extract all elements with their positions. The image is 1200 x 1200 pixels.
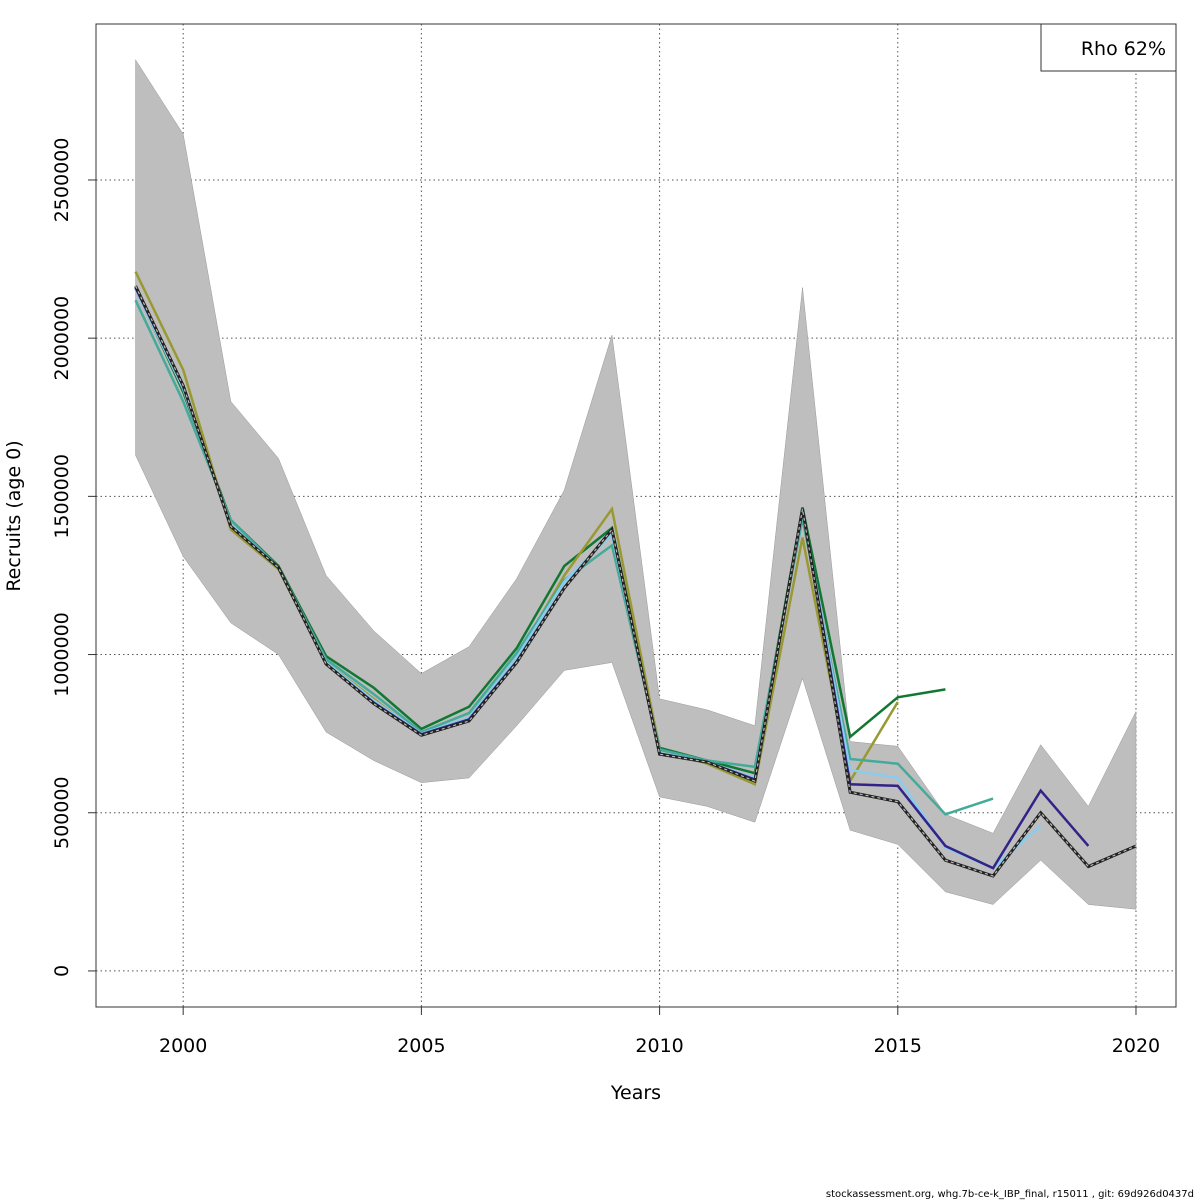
x-tick-label: 2015 — [874, 1035, 922, 1057]
confidence-band — [135, 58, 1137, 910]
x-axis-label: Years — [610, 1082, 661, 1104]
y-tick-label: 0 — [51, 965, 73, 977]
y-tick-label: 2500000 — [51, 138, 73, 223]
series-line-final-dash — [134, 285, 1137, 877]
footer-text: stockassessment.org, whg.7b-ce-k_IBP_fin… — [826, 1189, 1194, 1200]
series-lines — [134, 271, 1137, 878]
x-tick-label: 2005 — [397, 1035, 445, 1057]
plot-frame — [95, 23, 1177, 1008]
x-tick-label: 2010 — [635, 1035, 683, 1057]
legend: Rho 62% — [1040, 23, 1177, 72]
y-tick-label: 1000000 — [51, 612, 73, 697]
y-tick-label: 1500000 — [51, 454, 73, 539]
x-tick-label: 2020 — [1112, 1035, 1160, 1057]
y-axis-label: Recruits (age 0) — [3, 440, 25, 591]
x-tick-label: 2000 — [159, 1035, 207, 1057]
y-tick-label: 500000 — [51, 776, 73, 849]
legend-box — [1040, 23, 1177, 72]
axes: 2000 2005 2010 2015 2020 0 500000 1000000 150000… — [51, 138, 1160, 1057]
y-tick-label: 2000000 — [51, 296, 73, 381]
legend-text: Rho 62% — [1081, 38, 1166, 60]
